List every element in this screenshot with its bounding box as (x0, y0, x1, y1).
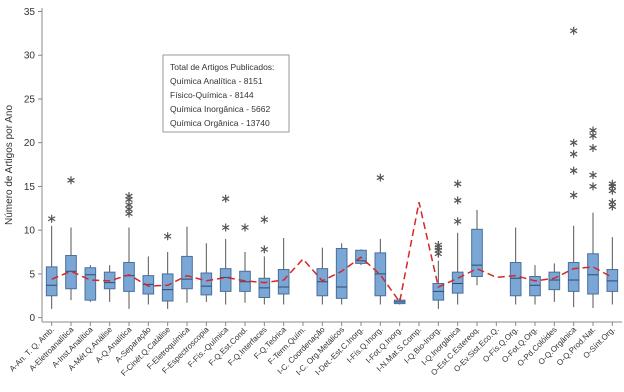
y-tick-label: 5 (29, 269, 35, 280)
y-tick-label: 20 (24, 138, 36, 149)
outlier (569, 191, 578, 200)
outlier (569, 150, 578, 159)
outlier (453, 179, 462, 188)
box (529, 276, 541, 297)
box (123, 262, 135, 292)
outlier (241, 223, 249, 232)
outlier (569, 166, 578, 175)
outlier (221, 223, 230, 232)
y-tick-label: 30 (24, 51, 36, 62)
outlier (47, 214, 56, 223)
box (587, 253, 599, 295)
y-axis-label: Número de Artigos por Ano (4, 105, 15, 226)
y-tick-label: 0 (29, 313, 35, 324)
annotation-text: Total de Artigos Publicados: (170, 62, 274, 72)
box (45, 266, 58, 297)
outlier (589, 143, 597, 152)
y-tick-label: 10 (24, 226, 36, 237)
outlier (453, 217, 462, 226)
outlier (376, 173, 385, 182)
outlier (434, 241, 443, 250)
box (335, 248, 348, 299)
box (548, 271, 561, 291)
box (84, 267, 97, 301)
box (451, 271, 464, 294)
outlier (163, 232, 172, 241)
box (471, 228, 483, 278)
outlier (67, 176, 75, 185)
box (65, 255, 77, 290)
box (567, 262, 580, 292)
outlier (589, 182, 597, 191)
outlier (125, 192, 133, 201)
y-tick-label: 35 (24, 7, 36, 18)
box (277, 269, 290, 295)
box (509, 262, 522, 297)
outlier (569, 26, 578, 35)
outlier (221, 194, 230, 203)
annotation-text: Química Orgânica - 13740 (170, 118, 270, 128)
outlier (260, 245, 269, 254)
annotation-text: Química Analítica - 8151 (170, 76, 263, 86)
box (181, 255, 193, 290)
outlier (589, 126, 597, 135)
outlier (569, 138, 578, 147)
outlier (608, 179, 617, 188)
outlier (608, 198, 617, 207)
y-tick-label: 15 (24, 182, 36, 193)
annotation-text: Química Inorgânica - 5662 (170, 104, 270, 114)
outlier (589, 171, 597, 180)
y-tick-label: 25 (24, 94, 36, 105)
outlier (260, 215, 269, 224)
mean-line (51, 202, 613, 304)
box (200, 272, 213, 296)
annotation-text: Físico-Química - 8144 (170, 90, 254, 100)
outlier (453, 196, 462, 205)
box (161, 273, 174, 302)
box (219, 268, 232, 292)
annotation-box (162, 54, 290, 133)
